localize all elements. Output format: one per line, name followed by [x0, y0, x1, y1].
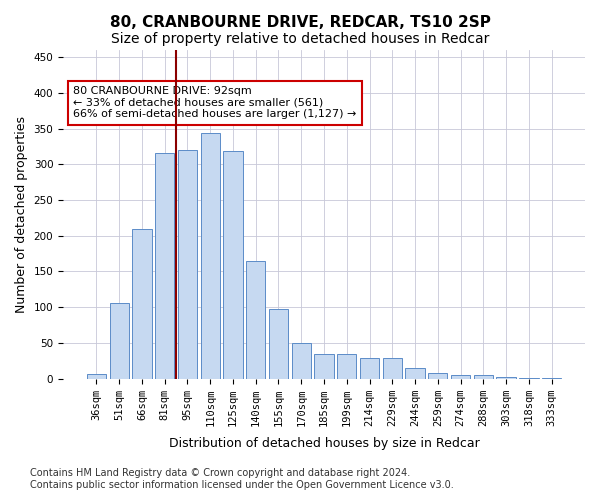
Bar: [155, 153, 175, 378]
Text: 80 CRANBOURNE DRIVE: 92sqm
← 33% of detached houses are smaller (561)
66% of sem: 80 CRANBOURNE DRIVE: 92sqm ← 33% of deta…: [73, 86, 357, 120]
Text: Contains HM Land Registry data © Crown copyright and database right 2024.
Contai: Contains HM Land Registry data © Crown c…: [30, 468, 454, 490]
Bar: [246, 261, 265, 378]
Bar: [132, 228, 152, 378]
Bar: [178, 150, 197, 378]
Bar: [314, 354, 334, 378]
Bar: [337, 354, 356, 378]
Bar: [223, 152, 242, 378]
Bar: [451, 375, 470, 378]
Bar: [360, 358, 379, 378]
Text: Size of property relative to detached houses in Redcar: Size of property relative to detached ho…: [111, 32, 489, 46]
Bar: [428, 373, 448, 378]
Bar: [200, 133, 220, 378]
Text: 80, CRANBOURNE DRIVE, REDCAR, TS10 2SP: 80, CRANBOURNE DRIVE, REDCAR, TS10 2SP: [110, 15, 490, 30]
Bar: [406, 368, 425, 378]
Bar: [383, 358, 402, 378]
X-axis label: Distribution of detached houses by size in Redcar: Distribution of detached houses by size …: [169, 437, 479, 450]
Bar: [87, 374, 106, 378]
Bar: [496, 377, 516, 378]
Bar: [473, 375, 493, 378]
Bar: [269, 308, 288, 378]
Bar: [292, 343, 311, 378]
Y-axis label: Number of detached properties: Number of detached properties: [15, 116, 28, 313]
Bar: [110, 303, 129, 378]
